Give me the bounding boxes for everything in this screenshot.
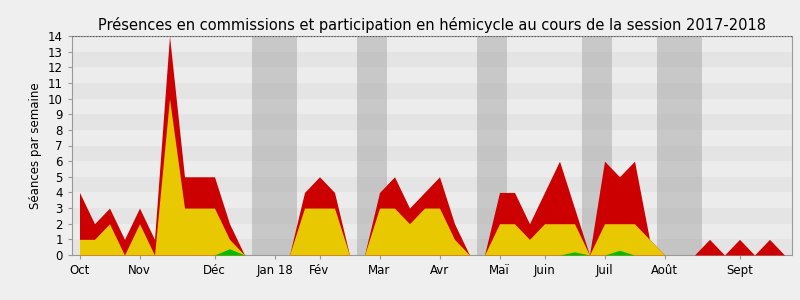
Bar — [72, 177, 792, 192]
Bar — [72, 224, 792, 239]
Bar — [72, 52, 792, 67]
Bar — [477, 36, 507, 255]
Bar — [72, 146, 792, 161]
Bar — [72, 36, 792, 52]
Title: Présences en commissions et participation en hémicycle au cours de la session 20: Présences en commissions et participatio… — [98, 17, 766, 33]
Bar — [357, 36, 387, 255]
Bar — [582, 36, 612, 255]
Bar — [72, 67, 792, 83]
Y-axis label: Séances par semaine: Séances par semaine — [30, 82, 42, 209]
Bar — [72, 239, 792, 255]
Bar — [72, 83, 792, 99]
Bar — [72, 208, 792, 224]
Bar — [657, 36, 702, 255]
Bar — [72, 99, 792, 114]
Bar — [72, 161, 792, 177]
Bar — [72, 130, 792, 146]
Bar — [72, 192, 792, 208]
Bar — [252, 36, 297, 255]
Bar — [72, 114, 792, 130]
